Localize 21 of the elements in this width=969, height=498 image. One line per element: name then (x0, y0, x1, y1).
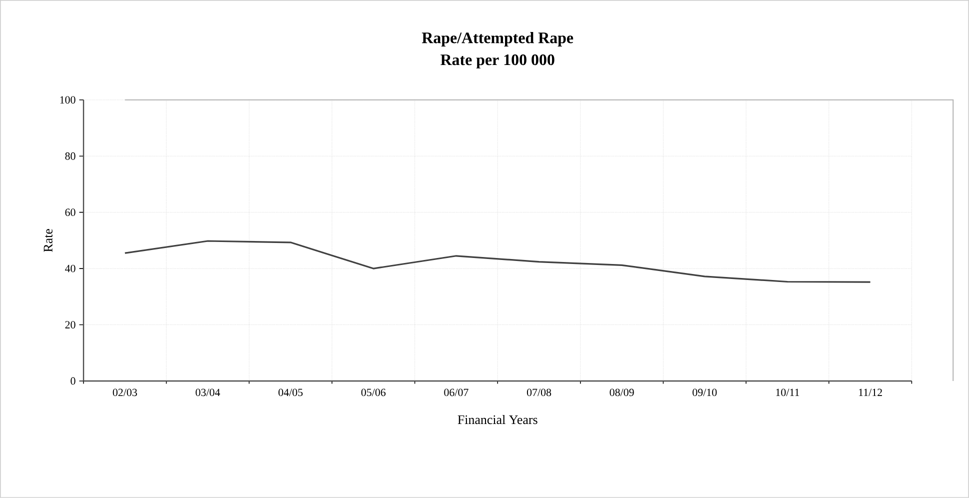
x-tick-label: 08/09 (610, 388, 634, 396)
x-tick-label: 11/12 (858, 388, 882, 396)
x-tick-label: 07/08 (526, 388, 552, 396)
x-tick-label: 10/11 (776, 388, 800, 396)
y-axis-title: Rate (44, 229, 52, 252)
y-tick-label: 40 (65, 264, 76, 272)
x-tick-label: 02/03 (112, 388, 137, 396)
y-tick-label: 20 (65, 321, 76, 328)
y-tick-label: 0 (70, 377, 76, 385)
line-series (124, 240, 872, 283)
x-tick-label: 09/10 (692, 388, 717, 396)
x-axis-title: Financial Years (458, 415, 538, 424)
chart-subtitle: Rate per 100 000 (440, 54, 554, 68)
x-tick-label: 05/06 (361, 388, 386, 396)
y-tick-label: 60 (65, 208, 76, 216)
x-tick-label: 04/05 (278, 388, 303, 396)
x-tick-label: 03/04 (196, 388, 220, 396)
x-tick-label: 06/07 (444, 388, 468, 396)
y-tick-label: 100 (60, 96, 76, 104)
chart-title: Rape/Attempted Rape (422, 32, 574, 47)
y-tick-label: 80 (65, 152, 76, 160)
